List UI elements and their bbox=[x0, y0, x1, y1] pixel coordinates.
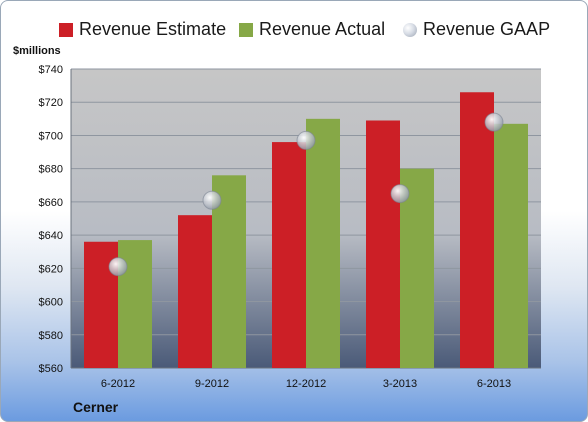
y-tick-label: $560 bbox=[39, 363, 63, 375]
bar-estimate bbox=[272, 142, 306, 368]
gaap-point bbox=[108, 257, 128, 277]
y-tick-label: $660 bbox=[39, 197, 63, 209]
bar-estimate bbox=[178, 215, 212, 368]
bar-estimate bbox=[460, 92, 494, 368]
gaap-point bbox=[390, 184, 410, 204]
legend-label-estimate: Revenue Estimate bbox=[79, 19, 227, 39]
bar-estimate bbox=[366, 120, 400, 368]
legend-swatch-gaap bbox=[403, 22, 417, 37]
x-tick-label: 6-2012 bbox=[101, 378, 135, 390]
x-tick-label: 12-2012 bbox=[286, 378, 326, 390]
x-tick-label: 9-2012 bbox=[195, 378, 229, 390]
y-tick-label: $680 bbox=[39, 164, 63, 176]
company-name: Cerner bbox=[73, 399, 119, 415]
y-tick-label: $640 bbox=[39, 230, 63, 242]
y-tick-label: $600 bbox=[39, 297, 63, 309]
y-tick-label: $700 bbox=[39, 130, 63, 142]
legend-label-actual: Revenue Actual bbox=[259, 19, 386, 39]
legend: Revenue Estimate Revenue Actual Revenue … bbox=[1, 19, 587, 41]
bar-actual bbox=[306, 118, 340, 368]
bar-actual bbox=[494, 123, 528, 368]
y-tick-label: $740 bbox=[39, 64, 63, 76]
gaap-point bbox=[296, 130, 316, 150]
x-tick-label: 3-2013 bbox=[383, 378, 417, 390]
legend-swatch-actual bbox=[239, 22, 253, 37]
x-tick-label: 6-2013 bbox=[477, 378, 511, 390]
legend-swatch-estimate bbox=[59, 22, 73, 37]
legend-item-actual: Revenue Actual bbox=[239, 19, 385, 40]
gaap-point bbox=[484, 112, 504, 132]
y-axis-unit-label: $millions bbox=[13, 45, 61, 57]
legend-item-estimate: Revenue Estimate bbox=[59, 19, 226, 40]
legend-item-gaap: Revenue GAAP bbox=[403, 19, 550, 40]
bar-actual bbox=[400, 168, 434, 368]
legend-label-gaap: Revenue GAAP bbox=[423, 19, 551, 39]
y-tick-label: $620 bbox=[39, 263, 63, 275]
y-tick-label: $580 bbox=[39, 330, 63, 342]
y-tick-label: $720 bbox=[39, 97, 63, 109]
gaap-point bbox=[202, 190, 222, 210]
